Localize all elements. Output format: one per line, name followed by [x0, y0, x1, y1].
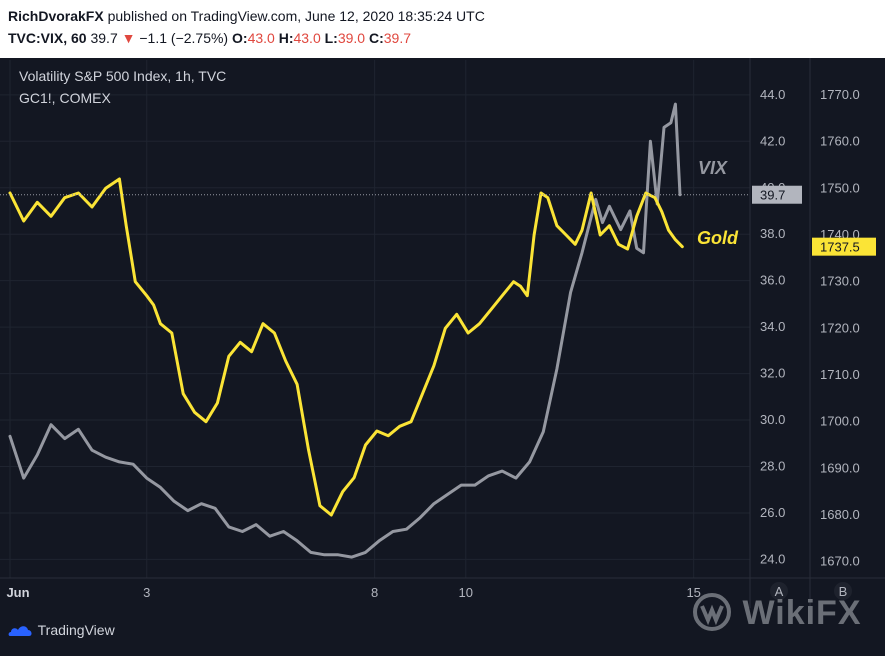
right-axis-tick-label: 1700.0: [820, 414, 860, 429]
tradingview-logo[interactable]: TradingView: [8, 622, 115, 638]
right-axis-tick-label: 1720.0: [820, 320, 860, 335]
auto-scale-button[interactable]: A: [775, 584, 784, 599]
right-axis-tick-label: 1690.0: [820, 460, 860, 475]
log-scale-button[interactable]: B: [839, 584, 848, 599]
gold-series-line[interactable]: [8, 177, 684, 517]
gold-price-tag-bg: [812, 237, 876, 256]
right-axis-tick-label: 1750.0: [820, 180, 860, 195]
gold-legend[interactable]: GC1!, COMEX: [19, 90, 111, 106]
open-value: 43.0: [247, 30, 275, 46]
high-label: H:: [278, 30, 294, 46]
publish-info: RichDvorakFX published on TradingView.co…: [8, 8, 485, 24]
gold-price-tag: 1737.5: [820, 240, 860, 255]
axis-button-bg: [770, 582, 788, 600]
high-value: 43.0: [293, 30, 321, 46]
ohlc-line: TVC:VIX, 60 39.7 ▼ −1.1 (−2.75%) O:43.0 …: [8, 30, 411, 46]
right-axis-tick-label: 1680.0: [820, 507, 860, 522]
low-label: L:: [324, 30, 338, 46]
x-axis-tick-label: 8: [371, 585, 378, 600]
tradingview-brand: TradingView: [37, 622, 115, 638]
x-axis-tick-label: 10: [459, 585, 473, 600]
author-name[interactable]: RichDvorakFX: [8, 8, 104, 24]
vix-price-tag-bg: [752, 185, 802, 204]
down-arrow-icon: ▼: [121, 30, 136, 46]
left-axis-tick-label: 30.0: [760, 412, 785, 427]
left-axis-tick-label: 36.0: [760, 273, 785, 288]
vix-series-line[interactable]: [8, 102, 682, 559]
right-axis-tick-label: 1710.0: [820, 367, 860, 382]
publish-header: RichDvorakFX published on TradingView.co…: [0, 0, 885, 58]
last-price: 39.7: [90, 30, 118, 46]
change-value: −1.1 (−2.75%): [139, 30, 229, 46]
wikifx-watermark: WikiFX: [692, 592, 862, 633]
axis-button-bg: [834, 582, 852, 600]
vix-annotation: VIX: [698, 158, 728, 178]
close-label: C:: [368, 30, 384, 46]
right-axis-tick-label: 1770.0: [820, 87, 860, 102]
vix-legend[interactable]: Volatility S&P 500 Index, 1h, TVC: [19, 68, 227, 84]
gold-annotation: Gold: [697, 228, 739, 248]
open-label: O:: [232, 30, 248, 46]
close-value: 39.7: [383, 30, 412, 46]
right-axis-tick-label: 1670.0: [820, 554, 860, 569]
wikifx-logo-icon: [693, 593, 731, 631]
low-value: 39.0: [337, 30, 366, 46]
published-text: published on TradingView.com, June 12, 2…: [107, 8, 485, 24]
right-axis-tick-label: 1760.0: [820, 134, 860, 149]
x-axis-tick-label: 15: [686, 585, 700, 600]
right-axis-tick-label: 1730.0: [820, 274, 860, 289]
symbol-label: TVC:VIX, 60: [8, 30, 87, 46]
left-axis-tick-label: 26.0: [760, 505, 785, 520]
left-axis-tick-label: 42.0: [760, 133, 785, 148]
x-axis-tick-label: 3: [143, 585, 150, 600]
vix-price-tag: 39.7: [760, 188, 785, 203]
left-axis-tick-label: 34.0: [760, 319, 785, 334]
watermark-text: WikiFX: [742, 594, 862, 632]
left-axis-tick-label: 28.0: [760, 459, 785, 474]
tradingview-cloud-icon: [8, 626, 32, 636]
left-axis-tick-label: 38.0: [760, 226, 785, 241]
footer-bar: [0, 608, 885, 656]
left-axis-tick-label: 24.0: [760, 551, 785, 566]
left-axis-tick-label: 44.0: [760, 87, 785, 102]
price-chart[interactable]: 24.026.028.030.032.034.036.038.040.042.0…: [0, 58, 885, 608]
x-axis-tick-label: Jun: [6, 585, 29, 600]
left-axis-tick-label: 32.0: [760, 366, 785, 381]
